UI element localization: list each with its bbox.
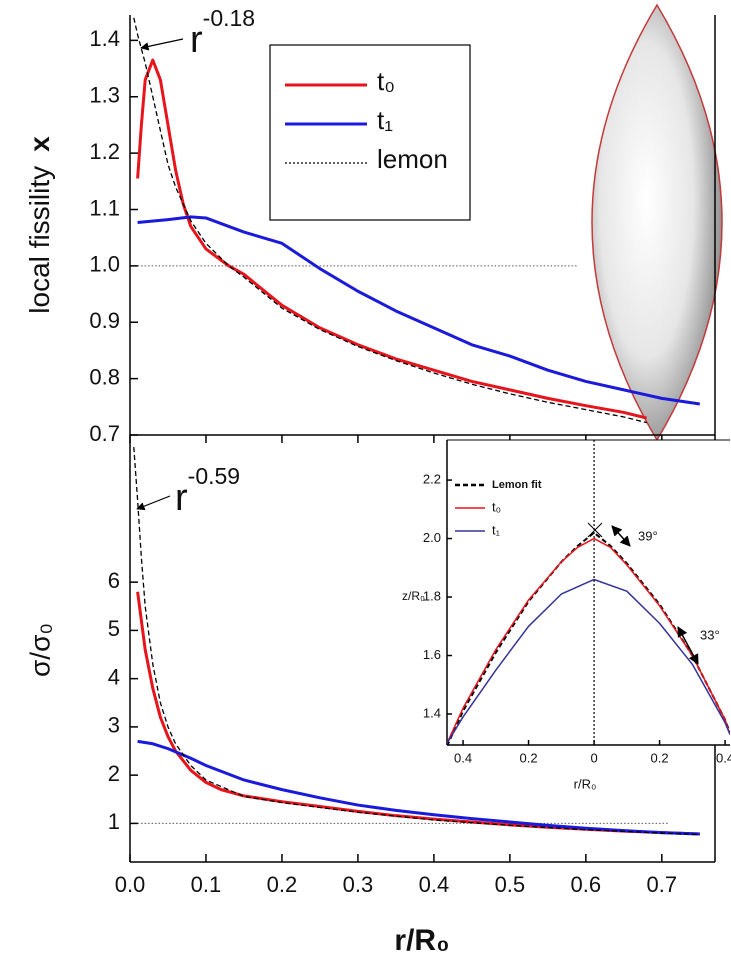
y-tick-label: 1.8 — [423, 588, 441, 603]
legend-label: t₁ — [377, 105, 393, 135]
annotation: r-0.59 — [175, 463, 240, 519]
y-tick-label: 0.7 — [89, 421, 120, 446]
y-tick-label: 0.9 — [89, 308, 120, 333]
y-tick-label: 1.3 — [89, 83, 120, 108]
series-line — [137, 215, 701, 406]
y-tick-label: 3 — [108, 713, 120, 738]
angle-label: 39° — [638, 528, 658, 543]
y-tick-label: 4 — [108, 664, 120, 689]
x-tick-label: 0.4 — [454, 750, 472, 765]
annotation-arrow — [140, 38, 184, 51]
x-tick-label: 0 — [590, 750, 597, 765]
y-tick-label: 1.2 — [89, 139, 120, 164]
series-line — [137, 739, 700, 836]
angle-label: 33° — [700, 627, 720, 642]
y-tick-label: 5 — [108, 616, 120, 641]
y-tick-label: 2.2 — [423, 471, 441, 486]
y-axis-label-text: local fissility — [24, 166, 55, 314]
angle-arrow — [677, 626, 699, 665]
y-tick-label: 2.0 — [423, 530, 441, 545]
legend-label: t₀ — [377, 66, 395, 96]
x-tick-label: 0.4 — [419, 872, 450, 897]
x-axis-label: r/R₀ — [394, 924, 449, 957]
angle-arrow — [611, 525, 631, 547]
y-tick-label: 2 — [108, 761, 120, 786]
y-tick-label: 1.0 — [89, 252, 120, 277]
legend-label: t₁ — [492, 522, 501, 537]
x-tick-label: 0.6 — [571, 872, 602, 897]
y-axis-label: z/R₀ — [402, 589, 425, 603]
legend-label: Lemon fit — [492, 479, 542, 491]
y-tick-label: 1.1 — [89, 195, 120, 220]
y-tick-label: 1.6 — [423, 647, 441, 662]
x-tick-label: 0.1 — [191, 872, 222, 897]
lemon-shape — [591, 3, 723, 442]
annotation: r-0.18 — [190, 5, 255, 61]
y-tick-label: 6 — [108, 568, 120, 593]
y-axis-label: σ/σ₀ — [24, 623, 55, 677]
apex-mark — [587, 522, 603, 538]
series-line — [136, 58, 647, 420]
annotation-arrow — [136, 495, 171, 511]
legend-box — [269, 44, 471, 221]
legend-label: t₀ — [492, 499, 501, 514]
series-line — [133, 17, 647, 424]
annotation-exponent: -0.18 — [203, 5, 255, 31]
x-tick-label: 0.2 — [651, 750, 669, 765]
x-axis-label: r/R₀ — [574, 776, 597, 791]
annotation-base: r — [175, 477, 188, 519]
x-tick-label: 0.3 — [343, 872, 374, 897]
x-tick-label: 0.2 — [267, 872, 298, 897]
y-axis-label-variable: x — [24, 136, 55, 152]
y-tick-label: 1 — [108, 809, 120, 834]
y-axis-label: local fissility x — [24, 136, 55, 314]
annotation-exponent: -0.59 — [188, 463, 240, 489]
x-tick-label: 0.4 — [716, 750, 731, 765]
inset-background — [447, 440, 730, 745]
y-tick-label: 1.4 — [423, 705, 441, 720]
series-line — [133, 447, 700, 836]
y-tick-label: 1.4 — [89, 26, 120, 51]
series-line — [447, 578, 730, 744]
x-tick-label: 0.0 — [115, 872, 146, 897]
x-tick-label: 0.5 — [495, 872, 526, 897]
annotation-base: r — [190, 19, 203, 61]
y-tick-label: 0.8 — [89, 364, 120, 389]
x-tick-label: 0.2 — [520, 750, 538, 765]
legend-label: lemon — [377, 144, 448, 174]
x-tick-label: 0.7 — [647, 872, 678, 897]
plot-area — [133, 17, 701, 424]
plot-area — [133, 447, 700, 836]
